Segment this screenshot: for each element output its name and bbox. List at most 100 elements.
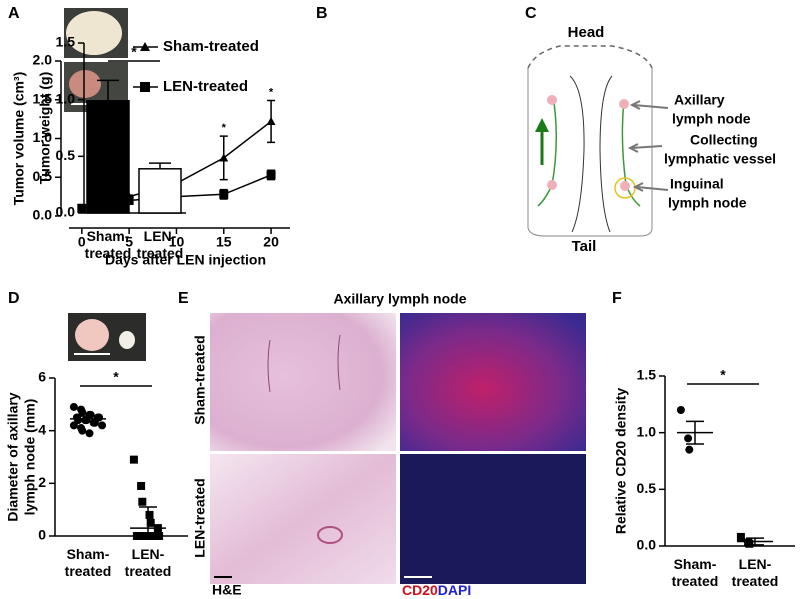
significance-label: *	[113, 369, 119, 385]
x-tick-label: 10	[169, 234, 185, 250]
x-tick-label: 20	[263, 234, 279, 250]
x-axis-label: Days after LEN injection	[105, 252, 266, 268]
diagram-label: lymph node	[668, 195, 747, 211]
marker	[219, 189, 229, 199]
marker	[78, 408, 87, 417]
diagram-label: Collecting	[690, 132, 758, 148]
x-tick-label: 15	[216, 234, 232, 250]
marker	[266, 170, 276, 180]
y-tick-label: 1.5	[56, 34, 76, 50]
marker	[134, 532, 143, 540]
error-bar	[139, 506, 157, 537]
panel-label: B	[316, 5, 328, 22]
panel-label: C	[525, 5, 537, 22]
marker	[129, 455, 138, 464]
diagram-label: lymphatic vessel	[664, 151, 776, 167]
panel-label: A	[8, 5, 20, 22]
y-tick-label: 1.0	[637, 423, 657, 439]
stain-name: CD20	[402, 582, 438, 598]
marker	[85, 429, 94, 438]
marker	[146, 518, 155, 527]
x-tick-label: 0	[78, 234, 86, 250]
x-tick-label: LEN-treated	[731, 556, 779, 589]
panel-label: D	[8, 290, 20, 307]
stain-label: CD20DAPI	[402, 582, 471, 598]
bar	[86, 100, 130, 214]
stain-label: H&E	[212, 582, 242, 598]
y-tick-label: 2.0	[33, 52, 53, 68]
y-tick-label: 0.5	[33, 168, 53, 184]
stain-name: DAPI	[438, 582, 471, 598]
marker	[676, 406, 685, 414]
y-axis-label: Tumor volume (cm³)	[11, 72, 27, 206]
x-tick-label: Sham-treated	[64, 546, 112, 579]
marker	[137, 481, 146, 490]
panel-label: F	[612, 290, 622, 307]
marker	[90, 418, 99, 427]
error-bar	[686, 420, 704, 445]
y-axis-label: lymph node (mm)	[22, 399, 38, 516]
y-tick-label: 0.5	[637, 480, 657, 496]
row-label: LEN-treated	[192, 478, 208, 557]
x-tick-label: Sham-treated	[671, 556, 719, 589]
marker	[78, 426, 87, 435]
y-tick-label: 1.5	[637, 367, 657, 383]
marker	[69, 421, 78, 430]
marker	[138, 497, 147, 506]
histology-images	[210, 313, 586, 584]
diagram-label: Inguinal	[670, 176, 724, 192]
y-tick-label: 0.0	[33, 207, 53, 223]
error-bar	[79, 415, 97, 423]
y-tick-label: 4	[38, 421, 46, 437]
marker	[745, 539, 754, 548]
lymph-node-photo	[68, 313, 146, 361]
legend-marker	[140, 42, 150, 51]
marker	[77, 203, 87, 213]
x-tick-label: Sham-treated	[84, 228, 132, 261]
y-tick-label: 0	[38, 527, 46, 543]
y-tick-label: 0.0	[56, 204, 76, 220]
legend-label: LEN-treated	[163, 78, 248, 95]
error-bar	[746, 537, 764, 546]
significance-label: *	[269, 86, 274, 98]
y-tick-label: 2	[38, 474, 46, 490]
legend-marker	[140, 82, 150, 92]
significance-label: *	[720, 367, 726, 383]
bar	[138, 168, 182, 214]
diagram-label: Head	[568, 24, 605, 41]
marker	[266, 116, 276, 126]
x-tick-label: LEN-treated	[136, 228, 184, 261]
marker	[219, 153, 229, 162]
error-bar	[97, 79, 119, 101]
y-tick-label: 1.0	[33, 129, 53, 145]
significance-label: *	[131, 44, 137, 60]
marker	[145, 510, 154, 519]
histology-title: Axillary lymph node	[333, 291, 466, 307]
y-tick-label: 1.5	[33, 90, 53, 106]
marker	[82, 416, 91, 425]
marker	[98, 421, 107, 430]
x-tick-label: LEN-treated	[124, 546, 172, 579]
diagram-label: lymph node	[672, 111, 751, 127]
marker	[736, 532, 745, 541]
row-label: Sham-treated	[192, 335, 208, 424]
y-axis-label: Relative CD20 density	[613, 388, 629, 534]
y-tick-label: 0.5	[56, 147, 76, 163]
y-tick-label: 1.0	[56, 90, 76, 106]
y-axis-label: Tumor weight (g)	[37, 72, 53, 185]
tumor-photos	[64, 8, 128, 112]
y-tick-label: 6	[38, 369, 46, 385]
diagram-label: Axillary	[674, 92, 725, 108]
significance-label: *	[222, 122, 227, 134]
marker	[684, 434, 693, 443]
legend-label: Sham-treated	[163, 38, 259, 55]
marker	[155, 532, 164, 540]
y-tick-label: 0.0	[637, 537, 657, 553]
marker	[685, 445, 694, 454]
diagram-label: Tail	[572, 238, 597, 255]
x-tick-label: 5	[125, 234, 133, 250]
marker	[69, 402, 78, 411]
mouse-diagram	[527, 45, 669, 237]
